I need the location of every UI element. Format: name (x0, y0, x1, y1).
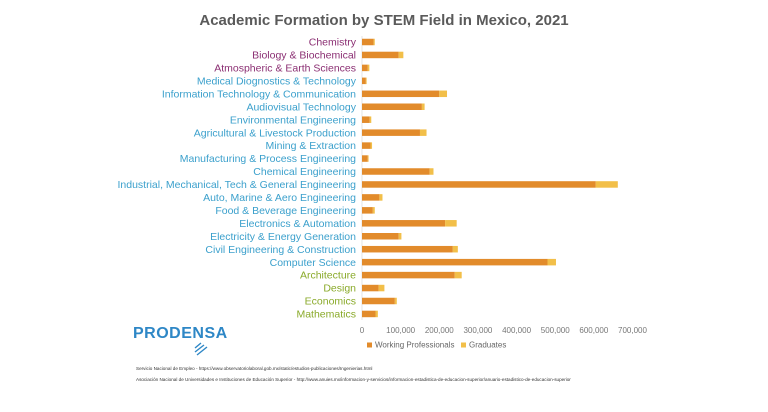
bar-graduates (454, 271, 462, 279)
bar-graduates (375, 310, 378, 318)
bar-working-professionals (362, 168, 430, 175)
category-label: Chemistry (309, 37, 357, 49)
bar-graduates (394, 297, 397, 305)
bar-graduates (421, 103, 425, 110)
x-tick-label: 300,000 (463, 326, 492, 335)
logo-mark-icon (194, 342, 208, 356)
bar-working-professionals (362, 194, 380, 201)
category-label: Medical Diognostics & Technology (197, 75, 357, 87)
bar-working-professionals (362, 64, 368, 72)
category-label: Manufacturing & Process Engineering (180, 153, 356, 165)
x-tick-label: 400,000 (502, 326, 531, 335)
bar-working-professionals (362, 116, 370, 123)
legend: Working Professionals Graduates (367, 341, 506, 350)
category-label: Mathematics (296, 309, 356, 321)
chart-title: Academic Formation by STEM Field in Mexi… (199, 12, 569, 29)
x-tick-label: 200,000 (425, 326, 454, 335)
category-label: Environmental Engineering (230, 114, 356, 126)
category-label: Audiovisual Technology (246, 101, 356, 113)
bar-graduates (547, 258, 556, 266)
category-label: Chemical Engineering (253, 166, 356, 178)
bar-graduates (398, 233, 402, 240)
bar-graduates (439, 90, 448, 98)
bar-working-professionals (362, 220, 446, 227)
category-label: Agricultural & Livestock Production (194, 127, 356, 139)
bar-working-professionals (362, 271, 455, 279)
category-label: Biology & Biochemical (252, 50, 356, 62)
legend-swatch (461, 342, 466, 348)
bar-working-professionals (362, 90, 440, 98)
category-label: Industrial, Mechanical, Tech & General E… (117, 179, 356, 191)
bar-working-professionals (362, 207, 373, 214)
source-note-2: Asociación Nacional de Universidades e I… (136, 377, 571, 382)
bar-working-professionals (362, 103, 422, 110)
bar-graduates (370, 142, 373, 149)
bar-graduates (429, 168, 434, 175)
prodensa-logo: PRODENSA (133, 325, 227, 361)
bar-graduates (365, 77, 367, 85)
bar-working-professionals (362, 297, 395, 305)
x-tick-label: 700,000 (618, 326, 647, 335)
category-label: Electronics & Automation (239, 218, 356, 230)
x-tick-label: 500,000 (541, 326, 570, 335)
bar-working-professionals (362, 181, 596, 188)
bar-graduates (379, 194, 383, 201)
legend-swatch (367, 342, 372, 348)
category-label: Design (323, 283, 356, 295)
category-label: Economics (305, 296, 356, 308)
bar-graduates (445, 220, 457, 227)
category-label: Food & Beverage Engineering (215, 205, 356, 217)
category-label: Electricity & Energy Generation (210, 231, 356, 243)
x-tick-label: 100,000 (386, 326, 415, 335)
bar-working-professionals (362, 77, 366, 85)
category-label: Architecture (300, 270, 356, 282)
source-note-1: Servicio Nacional de Empleo - https://ww… (136, 366, 373, 371)
bar-working-professionals (362, 245, 453, 253)
bar-graduates (369, 116, 372, 123)
bar-graduates (367, 64, 370, 72)
bar-graduates (419, 129, 427, 136)
x-tick-label: 600,000 (579, 326, 608, 335)
bar-graduates (595, 181, 618, 188)
bar-graduates (372, 207, 375, 214)
category-label: Computer Science (270, 257, 357, 269)
bar-graduates (398, 51, 404, 59)
category-label: Atmospheric & Earth Sciences (214, 63, 356, 75)
bar-working-professionals (362, 129, 420, 136)
bar-working-professionals (362, 142, 371, 149)
x-axis-ticks: 0 100,000 200,000 300,000 400,000 500,000 600,… (360, 326, 648, 335)
bar-graduates (373, 38, 375, 46)
bar-working-professionals (362, 38, 374, 46)
bar-working-professionals (362, 310, 376, 318)
category-label: Mining & Extraction (266, 140, 357, 152)
brand-name: PRODENSA (133, 325, 228, 342)
bar-graduates (367, 155, 369, 162)
bar-graduates (378, 284, 385, 292)
category-label: Civil Engineering & Construction (205, 244, 356, 256)
bar-working-professionals (362, 284, 379, 292)
x-tick-label: 0 (360, 326, 365, 335)
bar-working-professionals (362, 233, 399, 240)
bar-working-professionals (362, 155, 368, 162)
bar-working-professionals (362, 51, 399, 59)
category-label: Auto, Marine & Aero Engineering (203, 192, 356, 204)
legend-label: Graduates (469, 341, 506, 350)
legend-label: Working Professionals (375, 341, 454, 350)
bar-graduates (452, 245, 458, 253)
bars-layer (362, 38, 618, 318)
bar-working-professionals (362, 258, 548, 266)
category-label: Information Technology & Communication (162, 88, 356, 100)
